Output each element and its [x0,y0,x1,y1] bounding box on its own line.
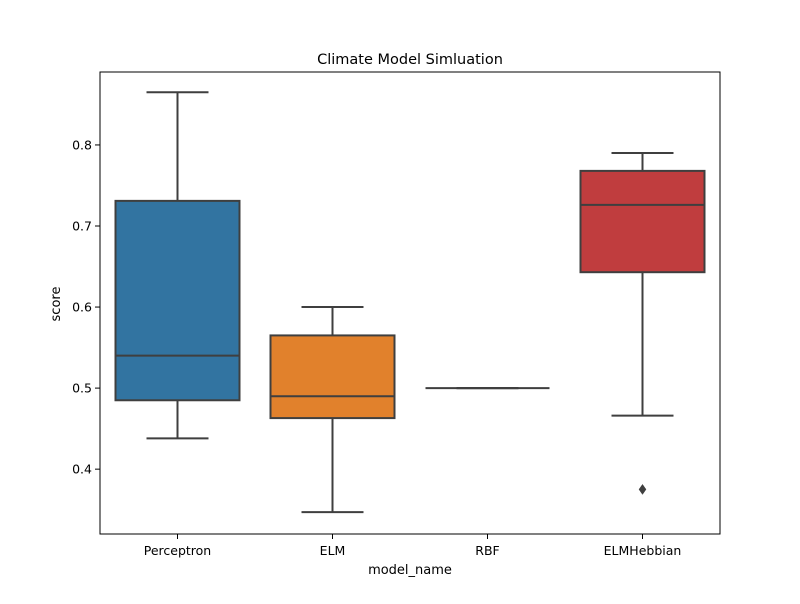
y-tick-label: 0.5 [72,381,92,396]
x-tick-label: RBF [475,543,499,558]
outlier-point [638,483,647,495]
box-elmhebbian [579,169,706,274]
chart-title: Climate Model Simluation [317,52,503,68]
x-tick-label: Perceptron [144,543,211,558]
box-perceptron [114,199,241,402]
y-tick-label: 0.6 [72,300,92,315]
y-tick-label: 0.7 [72,219,92,234]
y-tick-label: 0.8 [72,137,92,152]
box-elm [269,334,396,420]
y-tick-label: 0.4 [72,462,92,477]
y-axis-label: score [49,287,64,322]
x-axis-label: model_name [368,563,452,578]
x-tick-label: ELM [320,543,346,558]
x-tick-label: ELMHebbian [604,543,682,558]
plot-frame [99,71,721,535]
plot-layer: 0.4 0.5 0.6 0.7 0.8 Perceptron ELM RBF ELMHebbia… [72,91,706,558]
